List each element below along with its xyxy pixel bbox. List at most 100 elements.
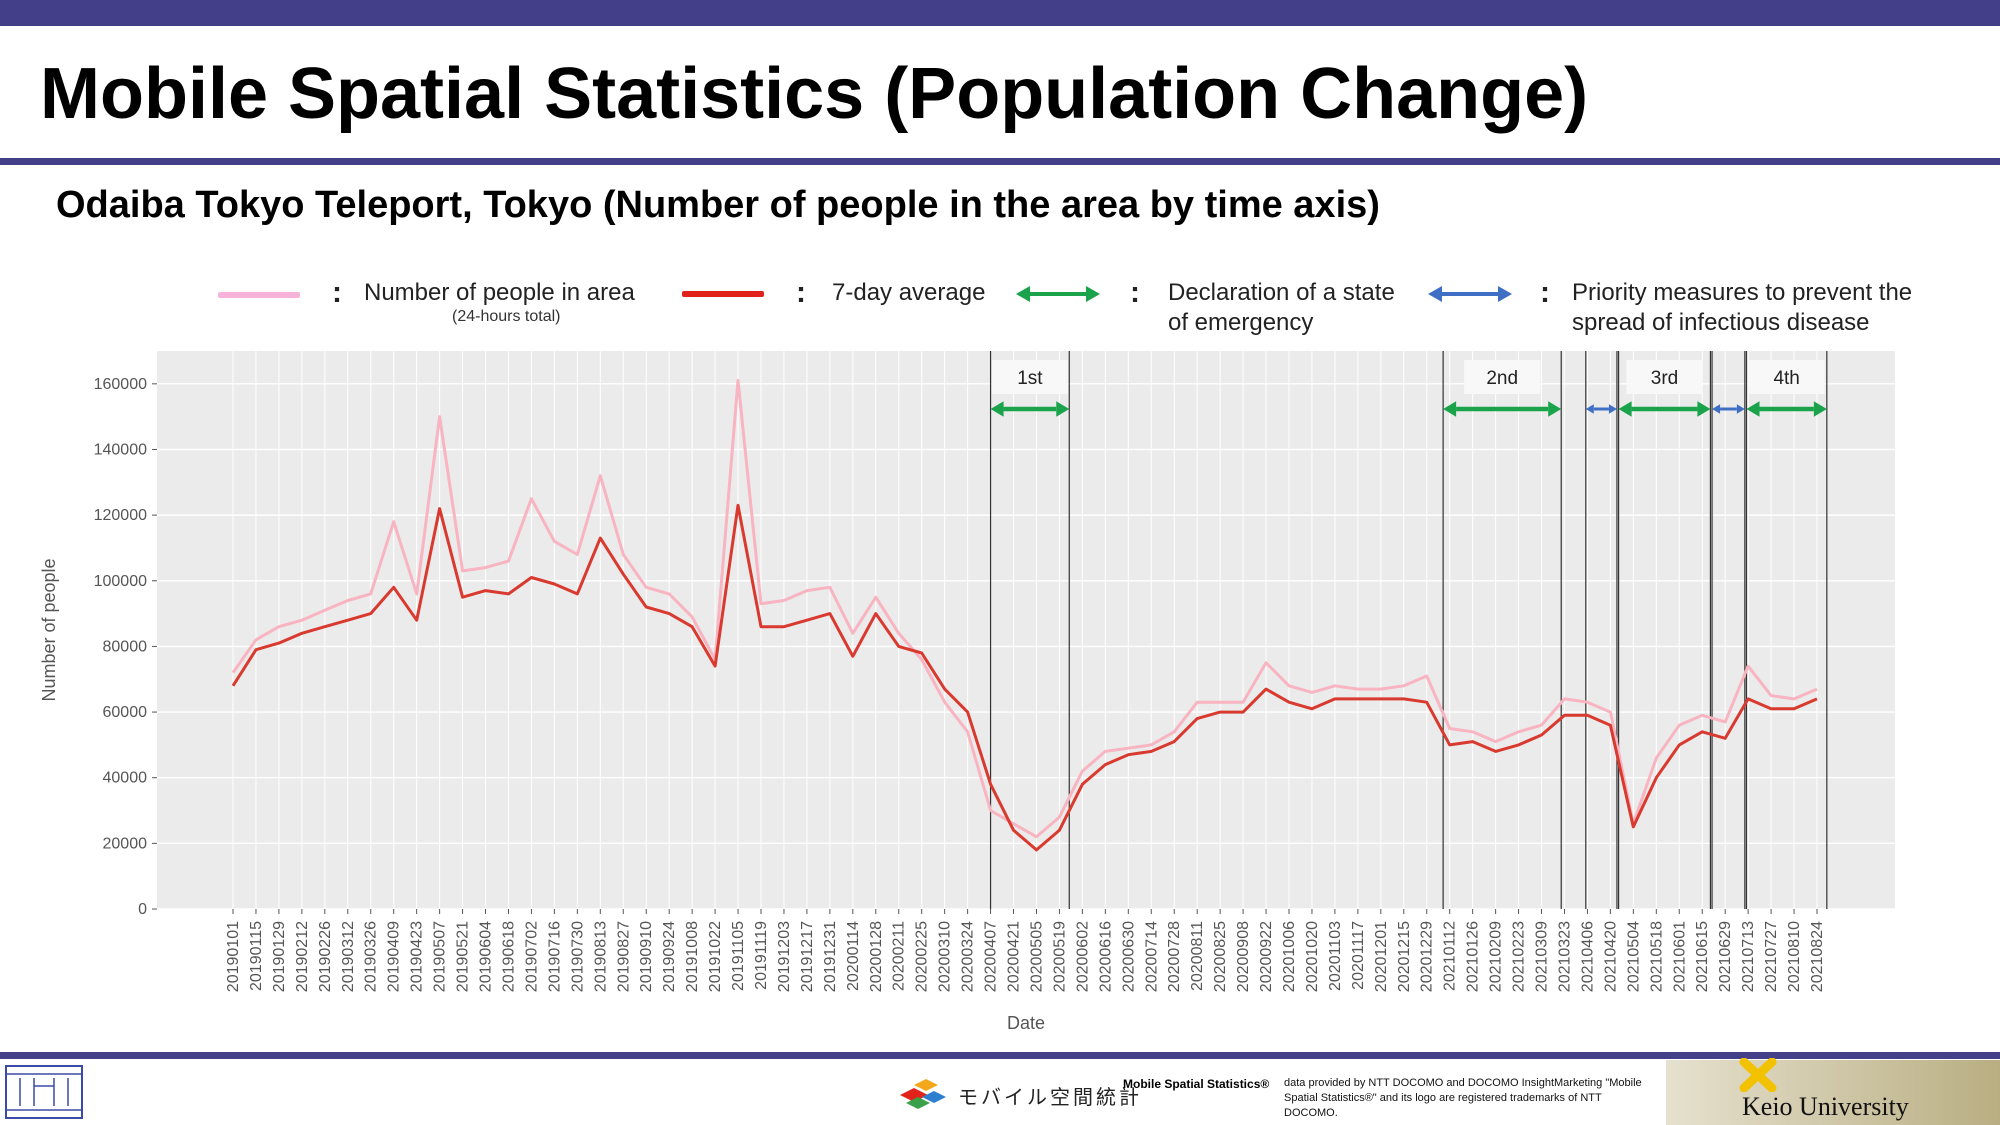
x-tick-label: 20200908 bbox=[1235, 921, 1252, 992]
legend-daily-label: Number of people in area bbox=[364, 279, 635, 306]
slide-title: Mobile Spatial Statistics (Population Ch… bbox=[40, 54, 1589, 134]
period-arrowhead bbox=[1548, 401, 1562, 417]
x-tick-label: 20190716 bbox=[546, 921, 563, 992]
x-tick-label: 20190101 bbox=[225, 921, 242, 992]
x-tick-label: 20200407 bbox=[983, 921, 1000, 992]
population-chart: 0 20000 40000 60000 80000 100000 120000 140000 1… bbox=[39, 351, 1895, 1033]
x-tick-label: 20191217 bbox=[799, 921, 816, 992]
x-tick-label: 20210727 bbox=[1763, 921, 1780, 992]
x-tick-label: 20190910 bbox=[638, 921, 655, 992]
x-tick-label: 20200114 bbox=[845, 921, 862, 991]
y-axis-title: Number of people bbox=[39, 558, 59, 701]
period-label-box bbox=[1748, 360, 1825, 394]
x-tick-label: 20190212 bbox=[294, 921, 311, 992]
x-tick-label: 20200811 bbox=[1189, 921, 1206, 991]
period-label: 4th bbox=[1773, 368, 1799, 389]
period-label-box bbox=[991, 360, 1068, 394]
x-tick-label: 20190507 bbox=[432, 921, 449, 992]
x-tick-label: 20200225 bbox=[914, 921, 931, 992]
period-arrowhead bbox=[990, 401, 1004, 417]
slide-subtitle: Odaiba Tokyo Teleport, Tokyo (Number of … bbox=[56, 184, 1380, 226]
series-avg-line bbox=[231, 503, 1818, 852]
series-daily-line bbox=[231, 379, 1818, 839]
x-tick-label: 20200630 bbox=[1120, 921, 1137, 992]
x-tick-label: 20190702 bbox=[523, 921, 540, 992]
period-arrowhead bbox=[1585, 404, 1594, 414]
period-arrowhead bbox=[1697, 401, 1711, 417]
x-tick-label: 20200421 bbox=[1006, 921, 1023, 992]
x-tick-label: 20210309 bbox=[1534, 921, 1551, 992]
legend-avg-swatch bbox=[682, 291, 764, 297]
x-tick-label: 20200922 bbox=[1258, 921, 1275, 992]
x-tick-label: 20200616 bbox=[1097, 921, 1114, 992]
x-tick-label: 20210420 bbox=[1602, 921, 1619, 992]
mobile-spatial-brand-text: モバイル空間統計 bbox=[958, 1085, 1142, 1109]
legend-colon: : bbox=[1540, 276, 1550, 309]
x-tick-label: 20210518 bbox=[1648, 921, 1665, 992]
x-tick-label: 20200324 bbox=[960, 921, 977, 992]
legend-colon: : bbox=[332, 276, 342, 309]
y-tick-label: 0 bbox=[138, 901, 147, 918]
period-arrowhead bbox=[1712, 404, 1721, 414]
x-tick-label: 20200825 bbox=[1212, 921, 1229, 992]
x-tick-label: 20201215 bbox=[1396, 921, 1413, 992]
x-tick-label: 20190226 bbox=[317, 921, 334, 992]
keio-pen-icon bbox=[1739, 1058, 1777, 1092]
x-tick-label: 20190326 bbox=[363, 921, 380, 992]
period-arrowhead bbox=[1813, 401, 1827, 417]
keio-banner bbox=[1666, 1060, 2000, 1125]
legend-emergency-arrow bbox=[1016, 286, 1100, 302]
y-tick-label: 140000 bbox=[94, 441, 147, 458]
x-tick-label: 20210126 bbox=[1465, 921, 1482, 992]
x-tick-label: 20210601 bbox=[1671, 921, 1688, 992]
y-tick-label: 40000 bbox=[103, 770, 148, 787]
credit-text: data provided by NTT DOCOMO and DOCOMO I… bbox=[1284, 1077, 1642, 1119]
mobile-spatial-logo-icon bbox=[900, 1079, 946, 1109]
x-tick-label: 20210504 bbox=[1625, 921, 1642, 992]
x-tick-label: 20200714 bbox=[1143, 921, 1160, 992]
period-arrowhead bbox=[1056, 401, 1070, 417]
period-label: 1st bbox=[1017, 368, 1043, 389]
y-tick-label: 60000 bbox=[103, 704, 148, 721]
x-tick-label: 20190312 bbox=[340, 921, 357, 992]
x-tick-label: 20210112 bbox=[1442, 921, 1459, 991]
y-tick-label: 20000 bbox=[103, 835, 148, 852]
x-tick-label: 20210810 bbox=[1786, 921, 1803, 992]
x-tick-label: 20190813 bbox=[592, 921, 609, 992]
x-tick-label: 20210223 bbox=[1511, 921, 1528, 992]
x-tick-label: 20201117 bbox=[1350, 921, 1367, 990]
x-tick-label: 20190618 bbox=[500, 921, 517, 992]
x-tick-label: 20201229 bbox=[1419, 921, 1436, 992]
footer-divider bbox=[0, 1052, 2000, 1059]
period-arrowhead bbox=[1746, 401, 1760, 417]
x-tick-label: 20200211 bbox=[891, 921, 908, 991]
lab-logo-icon bbox=[5, 1065, 83, 1119]
x-tick-label: 20210323 bbox=[1556, 921, 1573, 992]
x-tick-label: 20200310 bbox=[937, 921, 954, 992]
x-tick-label: 20201103 bbox=[1327, 921, 1344, 991]
x-tick-label: 20200602 bbox=[1074, 921, 1091, 992]
x-tick-label: 20190521 bbox=[455, 921, 472, 992]
x-tick-label: 20200128 bbox=[868, 921, 885, 992]
x-tick-label: 20190604 bbox=[478, 921, 495, 992]
y-tick-label: 100000 bbox=[94, 573, 147, 590]
legend-daily-swatch bbox=[218, 292, 300, 298]
x-tick-label: 20191105 bbox=[730, 921, 747, 991]
legend-emergency-label: Declaration of a state of emergency bbox=[1168, 279, 1395, 336]
period-label-box bbox=[1464, 360, 1541, 394]
x-tick-label: 20210629 bbox=[1717, 921, 1734, 992]
x-tick-label: 20190129 bbox=[271, 921, 288, 992]
period-arrowhead bbox=[1443, 401, 1457, 417]
legend-daily-note: (24-hours total) bbox=[452, 308, 561, 325]
x-tick-label: 20210406 bbox=[1579, 921, 1596, 992]
university-name: Keio University bbox=[1742, 1092, 1909, 1121]
x-tick-label: 20191119 bbox=[753, 921, 770, 990]
x-tick-label: 20210713 bbox=[1740, 921, 1757, 992]
period-arrowhead bbox=[1608, 404, 1617, 414]
x-tick-label: 20201020 bbox=[1304, 921, 1321, 992]
x-tick-label: 20210615 bbox=[1694, 921, 1711, 992]
x-tick-label: 20190423 bbox=[409, 921, 426, 992]
legend-colon: : bbox=[796, 276, 806, 309]
x-tick-label: 20190827 bbox=[615, 921, 632, 992]
x-tick-label: 20191008 bbox=[684, 921, 701, 992]
